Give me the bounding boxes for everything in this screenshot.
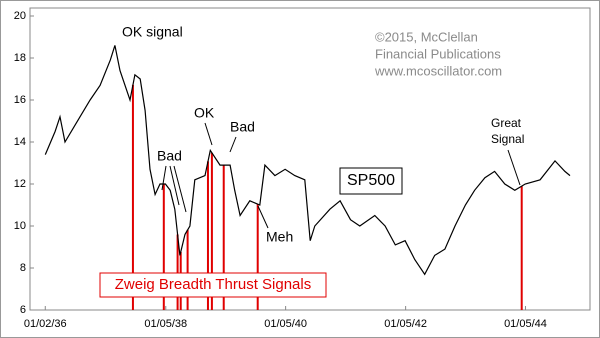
annotation: OK <box>194 105 215 121</box>
arrow <box>229 136 237 153</box>
legend-box <box>339 167 403 195</box>
y-tick-label: 8 <box>20 262 26 274</box>
legend-box <box>99 272 327 298</box>
plot-area <box>29 7 591 311</box>
x-tick-label: 01/05/44 <box>504 318 547 330</box>
legend-label: SP500 <box>347 172 395 189</box>
sp500-line <box>44 45 571 276</box>
annotation: OK signal <box>122 24 183 40</box>
arrow <box>204 122 213 146</box>
copyright: ©2015, McClellan <box>375 29 478 44</box>
annotation: Signal <box>491 132 524 146</box>
copyright: Financial Publications <box>375 46 501 61</box>
y-tick-label: 20 <box>14 10 26 22</box>
copyright: www.mcoscillator.com <box>374 63 502 78</box>
y-tick-label: 18 <box>14 52 26 64</box>
arrow <box>257 205 269 229</box>
annotation: Bad <box>230 119 255 135</box>
arrow <box>161 165 167 191</box>
x-tick-label: 01/05/38 <box>144 318 187 330</box>
arrow <box>507 149 521 186</box>
arrow <box>169 165 180 206</box>
x-tick-label: 01/05/40 <box>264 318 307 330</box>
y-tick-label: 6 <box>20 304 26 316</box>
annotation: Meh <box>266 229 293 245</box>
x-tick-label: 01/02/36 <box>24 318 67 330</box>
y-tick-label: 12 <box>14 178 26 190</box>
x-tick-label: 01/05/42 <box>384 318 427 330</box>
annotation: Bad <box>157 148 182 164</box>
y-tick-label: 10 <box>14 220 26 232</box>
y-tick-label: 16 <box>14 94 26 106</box>
annotation: Great <box>491 116 522 130</box>
arrow <box>173 165 187 213</box>
legend-label: Zweig Breadth Thrust Signals <box>115 276 312 293</box>
y-tick-label: 14 <box>14 136 26 148</box>
